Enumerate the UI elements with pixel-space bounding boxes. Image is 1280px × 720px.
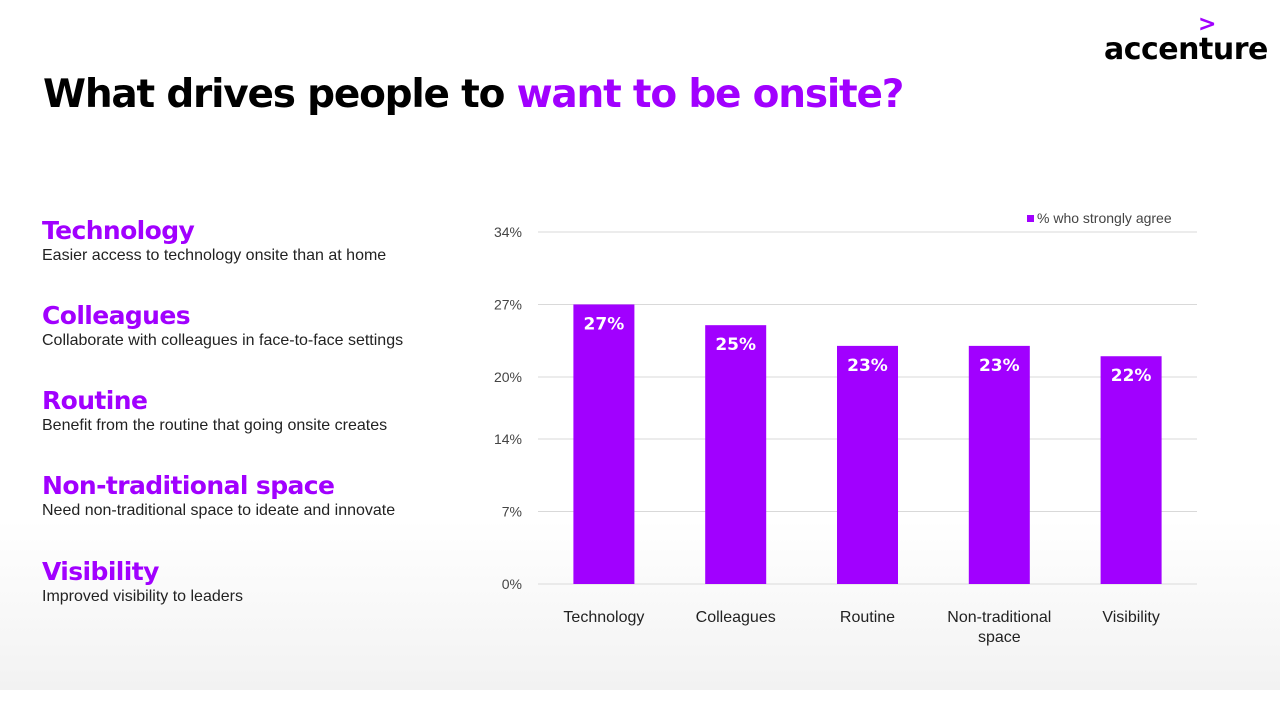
x-tick-label: Technology (563, 609, 644, 626)
y-tick-label: 14% (494, 431, 522, 447)
x-tick-label: Visibility (1102, 609, 1160, 626)
page-title: What drives people to want to be onsite? (43, 72, 905, 117)
y-tick-label: 27% (494, 296, 522, 312)
driver-description: Need non-traditional space to ideate and… (42, 502, 396, 519)
driver-title: Technology (42, 216, 195, 245)
bar-data-label: 25% (715, 335, 756, 355)
title-main: What drives people to (43, 72, 517, 117)
y-tick-label: 20% (494, 369, 522, 385)
driver-colleagues: Colleagues Collaborate with colleagues i… (42, 301, 462, 351)
bar-data-label: 22% (1111, 366, 1152, 386)
y-tick-label: 34% (494, 224, 522, 240)
driver-description: Improved visibility to leaders (42, 588, 243, 605)
legend-swatch (1027, 215, 1034, 222)
driver-description: Easier access to technology onsite than … (42, 247, 387, 264)
x-tick-label: Routine (840, 609, 895, 626)
y-tick-label: 0% (502, 576, 522, 592)
driver-title: Routine (42, 386, 148, 415)
bar (705, 325, 767, 584)
x-tick-label: space (978, 629, 1021, 646)
legend-label: % who strongly agree (1037, 210, 1172, 226)
chart-plot: 0% 7% 14% 20% 27% 34% 27% Technology 25% Colleagu… (494, 224, 1197, 646)
bar-data-label: 27% (584, 314, 625, 334)
bar (968, 345, 1030, 584)
driver-title: Non-traditional space (42, 471, 335, 500)
driver-title: Visibility (42, 557, 159, 586)
bar (573, 304, 635, 584)
x-tick-label: Non-traditional (947, 609, 1051, 626)
bar (1100, 356, 1162, 584)
driver-routine: Routine Benefit from the routine that go… (42, 386, 462, 436)
driver-description: Collaborate with colleagues in face-to-f… (42, 332, 404, 349)
chart-legend: % who strongly agree (1027, 210, 1172, 226)
brand-wordmark: accenture (1104, 32, 1268, 67)
bar-data-label: 23% (847, 356, 888, 376)
bar-chart: 0% 7% 14% 20% 27% 34% 27% Technology 25% Colleagu… (470, 200, 1210, 660)
brand-chevron-icon: > (1198, 12, 1217, 37)
title-accent: want to be onsite? (516, 72, 905, 117)
x-tick-label: Colleagues (696, 609, 776, 626)
accenture-logo: > accenture (1104, 14, 1274, 70)
driver-title: Colleagues (42, 301, 191, 330)
driver-non-traditional-space: Non-traditional space Need non-tradition… (42, 471, 462, 521)
driver-technology: Technology Easier access to technology o… (42, 216, 462, 266)
bar-data-label: 23% (979, 356, 1020, 376)
bar (837, 345, 898, 584)
driver-description: Benefit from the routine that going onsi… (42, 417, 388, 434)
y-tick-label: 7% (502, 504, 522, 520)
driver-visibility: Visibility Improved visibility to leader… (42, 557, 462, 607)
